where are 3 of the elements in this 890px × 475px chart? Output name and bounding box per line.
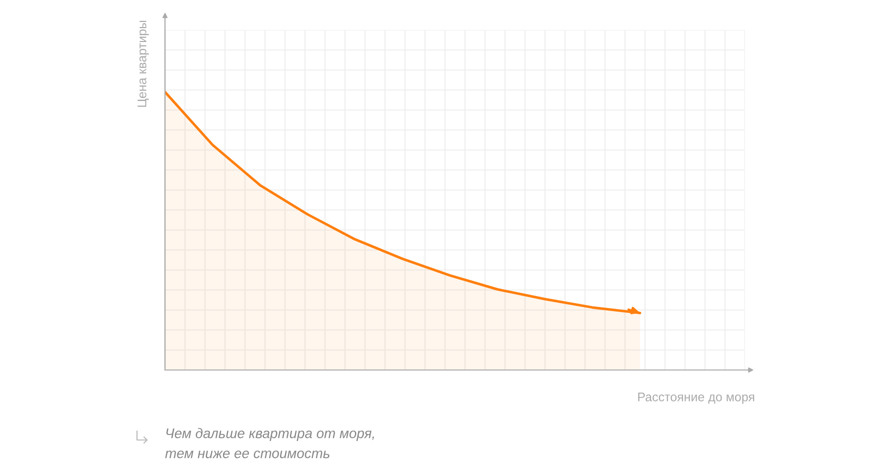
x-axis-title: Расстояние до моря (638, 392, 754, 404)
y-axis-title: Цена квартиры (138, 20, 149, 107)
text: Чем дальше квартира от моря, тем ниже ее стоимость (165, 428, 374, 458)
